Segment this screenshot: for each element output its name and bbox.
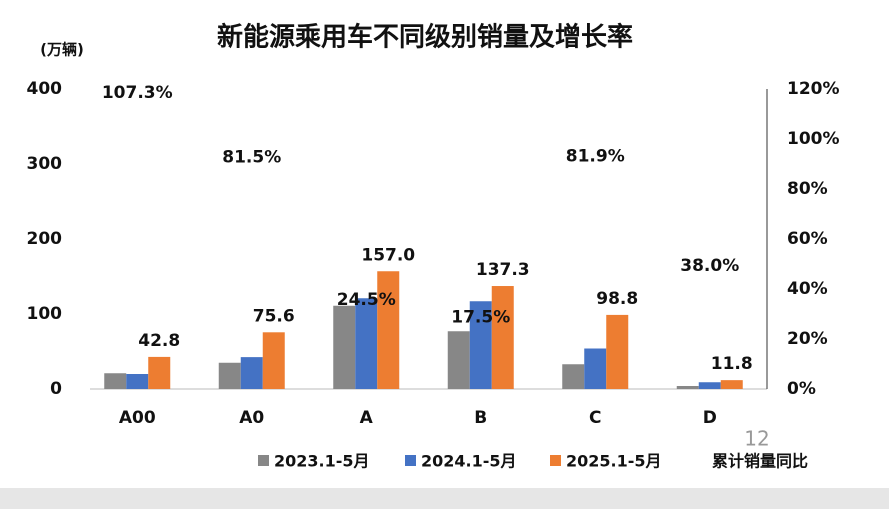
legend-swatch — [258, 455, 269, 466]
bar — [720, 380, 743, 389]
y2-tick-label: 120% — [787, 79, 840, 99]
y2-tick-label: 60% — [787, 229, 828, 249]
bar — [218, 362, 241, 389]
x-tick-label: D — [703, 408, 717, 428]
bar — [491, 286, 514, 389]
bar — [262, 332, 285, 389]
bar — [676, 386, 699, 389]
bar — [469, 301, 492, 389]
y2-tick-label: 80% — [787, 179, 828, 199]
value-label: 42.8 — [138, 331, 180, 351]
legend-label: 2024.1-5月 — [421, 452, 517, 471]
bar — [126, 374, 149, 389]
bar — [240, 357, 263, 389]
x-tick-label: A0 — [239, 408, 264, 428]
chart-title: 新能源乘用车不同级别销量及增长率 — [217, 22, 633, 53]
value-label: 11.8 — [711, 354, 753, 374]
bar — [606, 314, 629, 389]
bar — [698, 382, 721, 389]
bar — [148, 356, 171, 389]
bar — [104, 373, 127, 389]
x-tick-label: B — [474, 408, 487, 428]
value-label: 98.8 — [596, 289, 638, 309]
y-tick-label: 200 — [27, 229, 63, 249]
bar — [447, 331, 470, 389]
growth-label: 38.0% — [680, 256, 739, 276]
x-tick-label: C — [589, 408, 601, 428]
footer-band — [0, 488, 889, 509]
x-tick-label: A — [360, 408, 374, 428]
y-tick-label: 300 — [27, 154, 63, 174]
value-label: 137.3 — [476, 260, 530, 280]
y2-tick-label: 20% — [787, 329, 828, 349]
y2-tick-label: 40% — [787, 279, 828, 299]
x-tick-label: A00 — [119, 408, 156, 428]
legend-swatch — [550, 455, 561, 466]
bar — [355, 298, 378, 389]
bar — [562, 364, 585, 389]
page-number: 12 — [744, 427, 769, 451]
bar — [584, 348, 607, 389]
growth-label: 24.5% — [337, 290, 396, 310]
y-tick-label: 0 — [50, 379, 62, 399]
y-tick-label: 400 — [27, 79, 63, 99]
legend-label: 累计销量同比 — [712, 452, 808, 471]
bar — [333, 305, 356, 389]
legend-swatch — [405, 455, 416, 466]
growth-label: 17.5% — [451, 307, 510, 327]
growth-label: 81.9% — [566, 146, 625, 166]
legend-label: 2023.1-5月 — [274, 452, 370, 471]
legend-label: 2025.1-5月 — [566, 452, 662, 471]
value-label: 75.6 — [253, 306, 295, 326]
y2-tick-label: 0% — [787, 379, 816, 399]
y-axis-label: (万辆) — [40, 41, 84, 59]
y-tick-label: 100 — [27, 304, 63, 324]
growth-label: 107.3% — [102, 83, 173, 103]
growth-label: 81.5% — [222, 147, 281, 167]
y2-tick-label: 100% — [787, 129, 840, 149]
bar — [377, 271, 400, 389]
value-label: 157.0 — [361, 245, 415, 265]
